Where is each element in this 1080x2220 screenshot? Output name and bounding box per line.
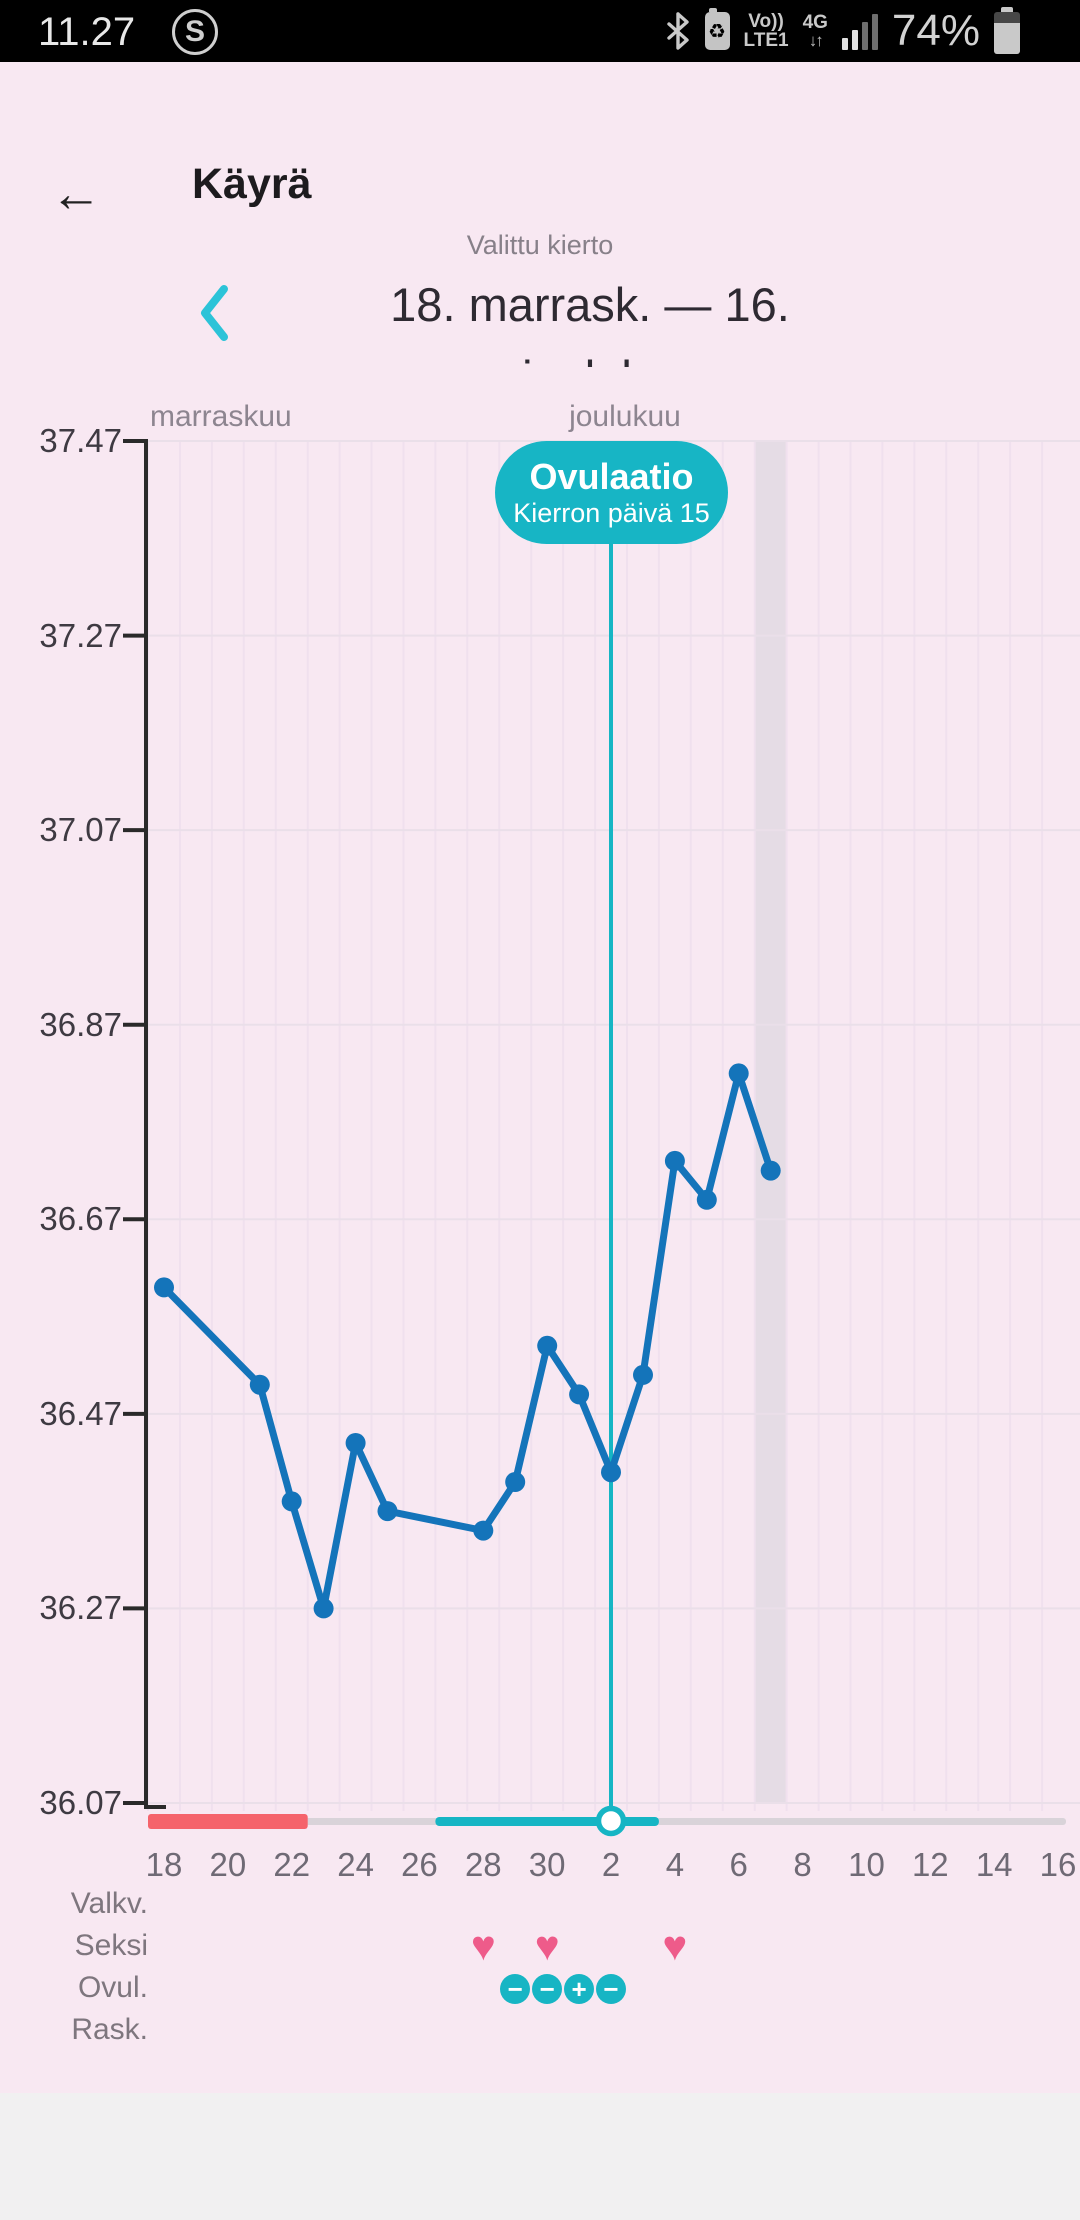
- cycle-date-range-line2: jouluk.: [240, 341, 940, 367]
- battery-saver-icon: ♻: [704, 8, 730, 50]
- ovulation-bubble: Ovulaatio Kierron päivä 15: [495, 441, 728, 544]
- temperature-point[interactable]: 21.11: 36.50: [249, 1374, 270, 1395]
- selected-cycle-caption: Valittu kierto: [466, 230, 614, 260]
- temperature-point[interactable]: 7.12: 36.72: [760, 1160, 781, 1181]
- ovulation-bubble-title: Ovulaatio: [529, 456, 694, 498]
- ovulation-bubble-subtitle: Kierron päivä 15: [513, 497, 710, 528]
- page-title: Käyrä: [192, 160, 312, 208]
- notification-app-icon: S: [172, 9, 218, 55]
- previous-cycle-button[interactable]: [192, 282, 236, 344]
- temperature-point[interactable]: 22.11: 36.38: [281, 1491, 302, 1512]
- network-4g-icon: 4G ↓↑: [802, 12, 828, 50]
- temperature-point[interactable]: 28.11: 36.35: [473, 1520, 494, 1541]
- volte-icon: Vo)) LTE1: [743, 11, 789, 51]
- today-band: [754, 441, 787, 1803]
- period-bar: [148, 1814, 308, 1829]
- cycle-date-range[interactable]: 18. marrask. — 16. jouluk.: [240, 268, 940, 367]
- back-button[interactable]: ←: [50, 165, 102, 223]
- temperature-point[interactable]: 29.11: 36.40: [505, 1472, 526, 1492]
- temperature-point[interactable]: 24.11: 36.44: [345, 1433, 366, 1453]
- status-bar: 11.27 S ♻ Vo)) LTE1 4G ↓↑ 74%: [0, 0, 1080, 62]
- battery-percent: 74%: [891, 6, 980, 55]
- temperature-point[interactable]: 25.11: 36.37: [377, 1501, 398, 1522]
- battery-icon: [994, 7, 1020, 54]
- temperature-point[interactable]: 5.12: 36.69: [696, 1189, 717, 1210]
- android-nav-bar: [0, 2093, 1080, 2220]
- clock: 11.27: [38, 10, 136, 54]
- chevron-left-icon: [201, 285, 228, 341]
- data-arrows-icon: ↓↑: [808, 31, 824, 50]
- temperature-point[interactable]: 18.11: 36.60: [154, 1277, 174, 1298]
- cycle-date-range-line1: 18. marrask. — 16.: [390, 278, 790, 331]
- temperature-point[interactable]: 4.12: 36.73: [664, 1150, 685, 1171]
- temperature-point[interactable]: 23.11: 36.27: [313, 1598, 334, 1619]
- status-icons: ♻ Vo)) LTE1 4G ↓↑ 74%: [665, 0, 1020, 62]
- temperature-point[interactable]: 3.12: 36.51: [633, 1364, 653, 1385]
- temperature-point[interactable]: 30.11: 36.54: [537, 1335, 558, 1356]
- temperature-point[interactable]: 2.12: 36.41: [601, 1462, 621, 1483]
- temperature-line: [160, 1069, 775, 1612]
- slider-thumb[interactable]: [595, 1805, 627, 1837]
- temperature-point[interactable]: 1.12: 36.49: [569, 1384, 590, 1405]
- signal-strength-icon: [841, 12, 878, 50]
- app-header: ← Käyrä: [0, 62, 1080, 223]
- temperature-point[interactable]: 6.12: 36.82: [728, 1063, 749, 1084]
- bluetooth-icon: [666, 12, 689, 50]
